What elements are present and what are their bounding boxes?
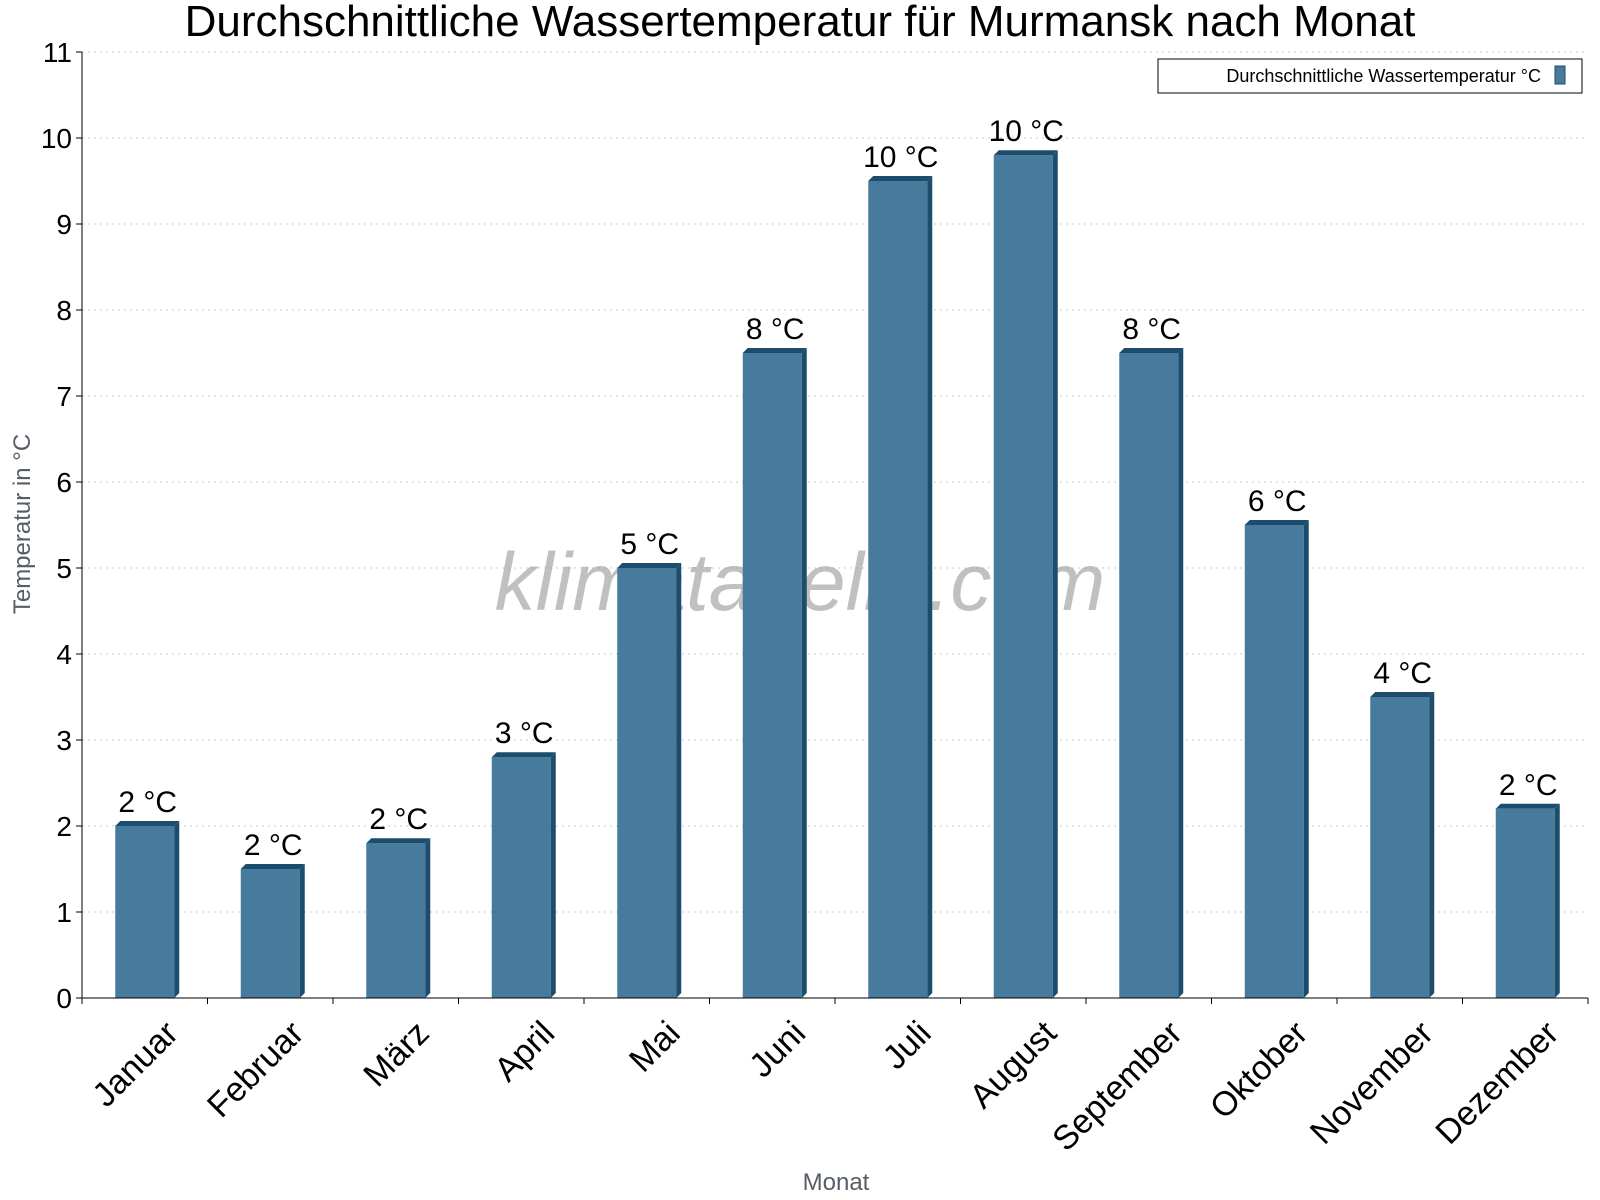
legend-swatch (1554, 65, 1566, 85)
y-tick-label: 7 (56, 381, 72, 412)
bar-top (1495, 803, 1560, 809)
bar (115, 826, 175, 998)
bar-group (1370, 692, 1435, 998)
bar-side (425, 838, 431, 998)
bar-group (993, 150, 1058, 998)
data-label: 5 °C (620, 528, 679, 561)
x-tick-label: Oktober (1203, 1014, 1315, 1126)
bar-side (676, 563, 682, 998)
bar-top (491, 752, 556, 758)
bar-side (1178, 348, 1184, 998)
data-label: 8 °C (746, 313, 805, 346)
x-tick-label: November (1303, 1014, 1441, 1152)
bar-group (617, 563, 682, 998)
bar-top (366, 838, 431, 844)
bar (993, 155, 1053, 998)
data-label: 10 °C (989, 115, 1064, 148)
y-tick-label: 0 (56, 983, 72, 1014)
data-label: 6 °C (1248, 485, 1307, 518)
x-axis-label: Monat (803, 1169, 870, 1196)
x-tick-label: Februar (200, 1014, 311, 1125)
bar-group (366, 838, 431, 998)
y-tick-label: 9 (56, 209, 72, 240)
y-tick-label: 5 (56, 553, 72, 584)
x-tick-label: Mai (622, 1014, 688, 1080)
data-label: 2 °C (244, 829, 303, 862)
bar-top (617, 563, 682, 568)
legend-box (1157, 58, 1583, 94)
bar-top (1119, 348, 1184, 353)
data-label: 4 °C (1373, 657, 1432, 690)
axes-layer (76, 51, 1589, 1004)
x-tick-label: Juni (742, 1014, 813, 1085)
bar-side (550, 752, 556, 998)
bar-side (1052, 150, 1058, 998)
bar-side (1429, 692, 1435, 998)
bar-side (927, 176, 933, 998)
y-tick-label: 1 (56, 897, 72, 928)
bar-group (742, 348, 807, 998)
chart-title: Durchschnittliche Wassertemperatur für M… (185, 0, 1416, 46)
bar (1119, 353, 1179, 998)
bar (742, 353, 802, 998)
data-label: 8 °C (1122, 313, 1181, 346)
grid-layer (82, 51, 1588, 913)
bar-top (993, 150, 1058, 156)
x-tick-label: April (487, 1014, 562, 1089)
legend-label: Durchschnittliche Wassertemperatur °C (1226, 66, 1541, 86)
bar-top (240, 864, 305, 869)
x-tick-label: März (356, 1014, 436, 1094)
bar (240, 869, 300, 998)
y-tick-label: 4 (56, 639, 72, 670)
x-tick-label: September (1045, 1014, 1189, 1158)
bar-side (1303, 520, 1309, 998)
y-tick-label: 10 (41, 123, 72, 154)
x-tick-label: Januar (85, 1014, 185, 1114)
y-tick-label: 11 (43, 37, 72, 68)
bar-side (801, 348, 807, 998)
bar-top (1244, 520, 1309, 525)
bar-group (491, 752, 556, 998)
y-tick-label: 8 (56, 295, 72, 326)
bar-group (115, 821, 180, 998)
bar-group (868, 176, 933, 998)
legend: Durchschnittliche Wassertemperatur °C (1157, 58, 1583, 94)
data-label: 2 °C (1499, 769, 1558, 802)
bar-group (1119, 348, 1184, 998)
bar-side (174, 821, 180, 998)
bar-top (742, 348, 807, 353)
bar (1495, 808, 1555, 998)
bar (868, 181, 928, 998)
bar (1244, 525, 1304, 998)
bar (1370, 697, 1430, 998)
bars-layer (115, 150, 1560, 998)
data-label: 3 °C (495, 717, 554, 750)
bar-side (299, 864, 305, 998)
bar-side (1554, 803, 1560, 998)
bar (617, 568, 677, 998)
x-tick-label: August (962, 1014, 1064, 1116)
x-tick-label: Juli (876, 1014, 939, 1077)
y-tick-label: 6 (56, 467, 72, 498)
y-axis-label: Temperatur in °C (9, 434, 36, 614)
y-tick-label: 2 (56, 811, 72, 842)
bar-top (1370, 692, 1435, 697)
y-tick-label: 3 (56, 725, 72, 756)
bar (366, 843, 426, 998)
bar (491, 757, 551, 998)
data-label: 2 °C (118, 786, 177, 819)
data-label: 2 °C (369, 803, 428, 836)
data-label: 10 °C (863, 141, 938, 174)
bar-group (240, 864, 305, 998)
bar-group (1244, 520, 1309, 998)
bar-top (115, 821, 180, 826)
bar-top (868, 176, 933, 181)
bar-group (1495, 803, 1560, 998)
x-tick-label: Dezember (1428, 1014, 1566, 1152)
